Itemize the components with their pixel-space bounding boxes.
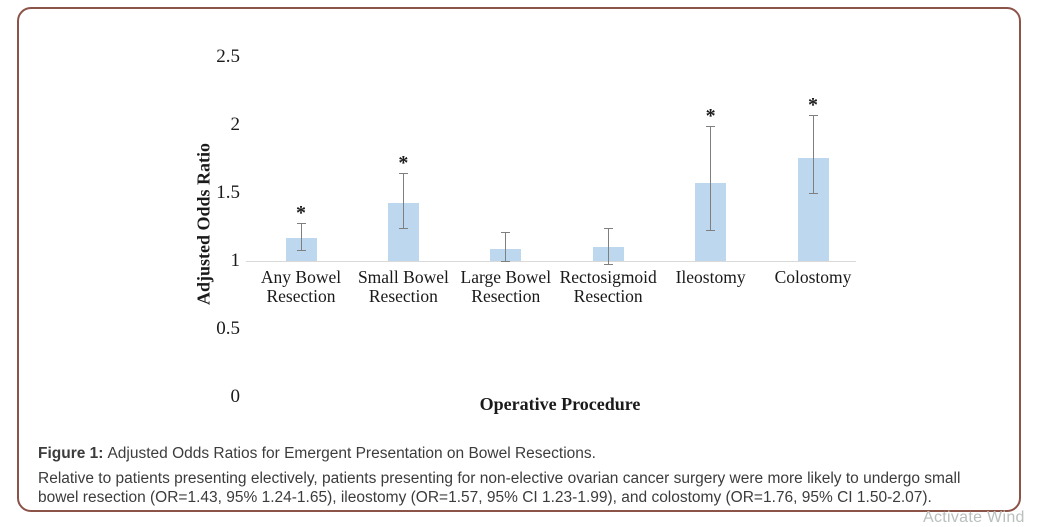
error-bar-cap-bottom (296, 250, 306, 252)
significance-asterisk: * (398, 151, 409, 174)
figure-label: Figure 1: (38, 445, 104, 462)
figure-border (17, 7, 1021, 512)
error-bar-cap-top (398, 172, 408, 174)
significance-asterisk: * (808, 94, 818, 117)
figure-description-line: bowel resection (OR=1.43, 95% 1.24-1.65)… (38, 489, 932, 506)
error-bar-cap-top (808, 115, 818, 117)
error-bar (812, 115, 814, 193)
error-bar-cap-bottom (706, 229, 716, 231)
error-bar (607, 228, 609, 264)
category-label: Large Bowel Resection (460, 267, 552, 306)
category-label: Ileostomy (675, 267, 746, 287)
y-tick-label: 2 (230, 114, 241, 135)
error-bar-cap-bottom (808, 193, 818, 194)
category-label: Any Bowel Resection (260, 267, 342, 306)
y-tick-label: 2.5 (216, 46, 240, 67)
error-bar-cap-bottom (398, 228, 408, 230)
error-bar-cap-top (706, 126, 716, 128)
error-bar-cap-top (603, 228, 613, 230)
y-tick-label: 1 (230, 250, 241, 271)
x-axis-title: Operative Procedure (479, 394, 641, 414)
figure-title: Adjusted Odds Ratios for Emergent Presen… (107, 445, 596, 462)
category-label: Small Bowel Resection (357, 267, 449, 306)
error-bar (402, 172, 404, 229)
figure-caption-title-line: Figure 1: Adjusted Odds Ratios for Emerge… (38, 445, 1013, 463)
error-bar (300, 222, 302, 251)
figure-description-line: Relative to patients presenting elective… (38, 470, 961, 487)
y-tick-label: 0 (230, 386, 241, 407)
error-bar (710, 126, 712, 230)
error-bar-cap-top (501, 232, 511, 234)
significance-asterisk: * (296, 201, 306, 224)
error-bar (505, 232, 507, 261)
category-label: Colostomy (774, 267, 852, 287)
y-tick-label: 0.5 (216, 318, 240, 339)
figure-caption: Figure 1: Adjusted Odds Ratios for Emerge… (38, 445, 1013, 507)
y-tick-label: 1.5 (216, 182, 240, 203)
error-bar-cap-bottom (501, 261, 511, 262)
y-axis-title: Adjusted Odds Ratio (193, 142, 214, 306)
category-axis-line (246, 261, 856, 262)
error-bar-cap-bottom (603, 263, 613, 265)
activate-windows-watermark: Activate Wind (923, 509, 1025, 526)
category-label: Rectosigmoid Resection (559, 267, 657, 306)
error-bar-cap-top (296, 222, 306, 224)
significance-asterisk: * (705, 105, 716, 128)
figure-description: Relative to patients presenting elective… (38, 469, 1013, 507)
